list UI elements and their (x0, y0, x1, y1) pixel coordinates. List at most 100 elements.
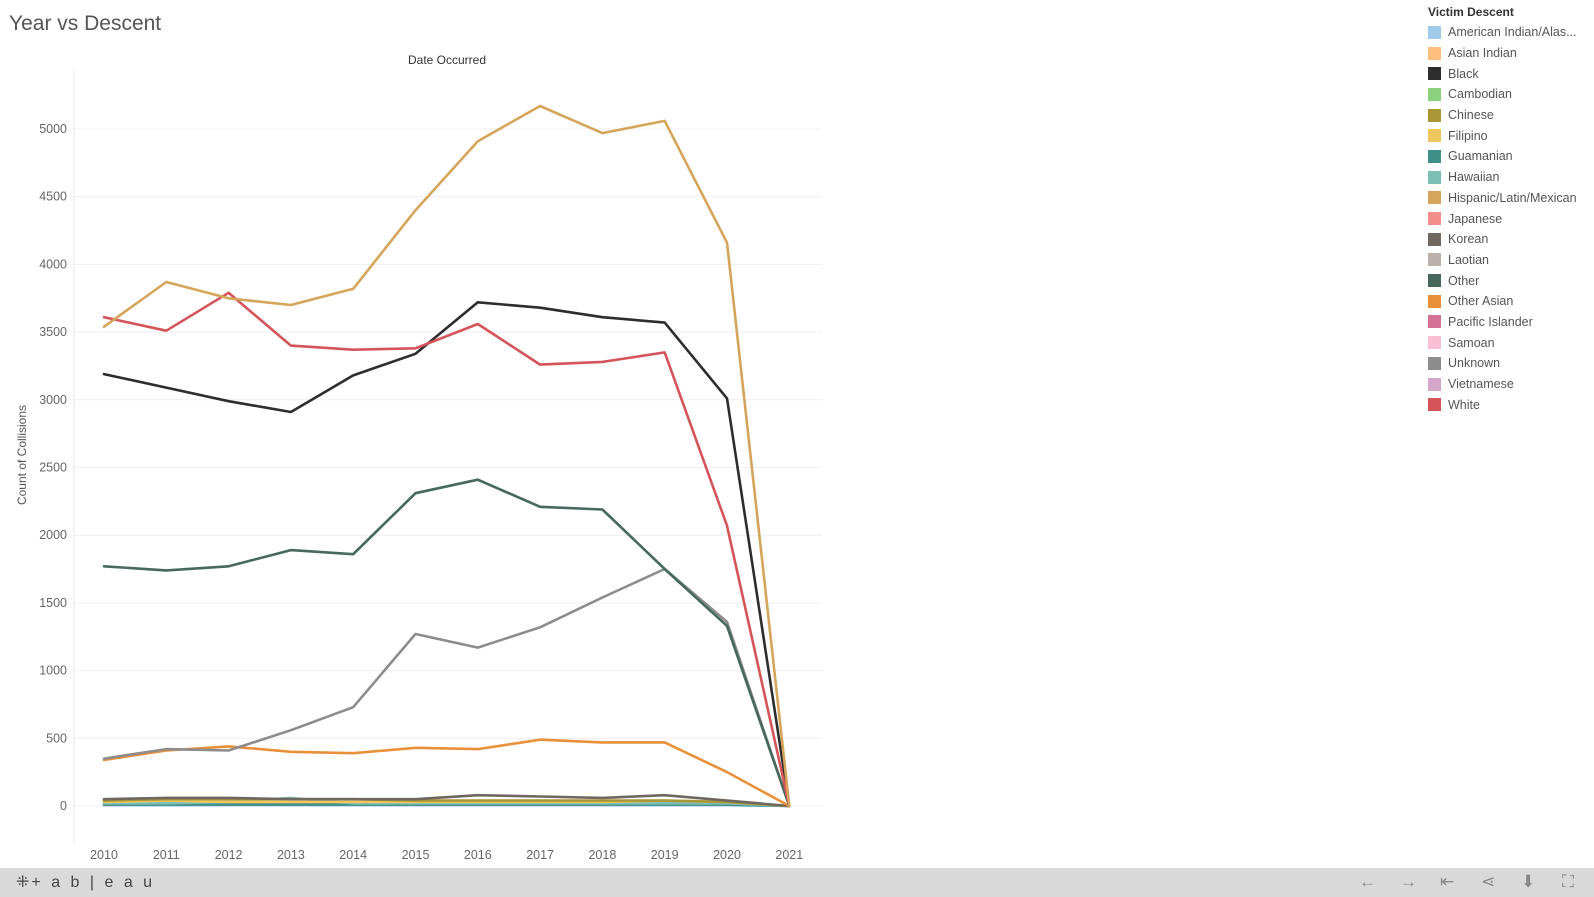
legend-item[interactable]: Black (1428, 63, 1594, 84)
series-line-unknown[interactable] (102, 567, 791, 808)
legend-item[interactable]: Laotian (1428, 250, 1594, 271)
legend-item[interactable]: White (1428, 394, 1594, 415)
y-tick-label: 0 (60, 799, 67, 813)
x-tick-label: 2016 (464, 848, 492, 862)
legend-label: Hispanic/Latin/Mexican (1448, 190, 1577, 205)
x-tick-label: 2020 (713, 848, 741, 862)
legend-swatch (1428, 25, 1441, 39)
legend-item[interactable]: Asian Indian (1428, 43, 1594, 64)
legend-label: Chinese (1448, 108, 1494, 123)
x-tick-label: 2010 (90, 848, 118, 862)
x-tick-label: 2018 (588, 848, 616, 862)
legend-item[interactable]: Other (1428, 270, 1594, 291)
legend-label: Other Asian (1448, 294, 1514, 309)
legend-title: Victim Descent (1428, 5, 1514, 19)
x-tick-label: 2015 (402, 848, 430, 862)
legend-label: Japanese (1448, 211, 1503, 226)
y-tick-label: 3000 (39, 393, 67, 407)
legend-item[interactable]: Hispanic/Latin/Mexican (1428, 188, 1594, 209)
y-axis-ticks: 0 500 1000 1500 2000 2500 3000 3500 4000 4500 5000 (39, 122, 67, 813)
line-chart: Date Occurred Count of Collisions 0 500 10… (15, 53, 822, 862)
forward-arrow-icon[interactable]: → (1400, 872, 1417, 891)
series-line-hispanic-latin-mexican[interactable] (102, 104, 791, 808)
chart-title: Year vs Descent (9, 12, 162, 35)
legend-swatch (1428, 170, 1441, 184)
x-tick-label: 2011 (153, 848, 180, 862)
legend-swatch (1428, 232, 1441, 246)
share-icon[interactable]: ⋖ (1481, 872, 1496, 891)
legend-item[interactable]: Chinese (1428, 105, 1594, 126)
legend-item[interactable]: Korean (1428, 229, 1594, 250)
legend-label: American Indian/Alas... (1448, 25, 1577, 40)
y-tick-label: 1500 (39, 596, 67, 610)
tableau-logo-icon: ⁜ (16, 874, 30, 891)
legend-swatch (1428, 253, 1441, 267)
legend-item[interactable]: Pacific Islander (1428, 312, 1594, 333)
legend-label: Unknown (1448, 356, 1501, 371)
legend-item[interactable]: Samoan (1428, 332, 1594, 353)
legend-item[interactable]: Other Asian (1428, 291, 1594, 312)
legend-label: White (1448, 397, 1480, 412)
legend-item[interactable]: Cambodian (1428, 84, 1594, 105)
legend-swatch (1428, 274, 1441, 288)
legend-swatch (1428, 67, 1441, 81)
legend-item[interactable]: Guamanian (1428, 146, 1594, 167)
series-line-other-asian[interactable] (102, 738, 791, 808)
y-axis-label: Count of Collisions (15, 405, 29, 505)
legend-swatch (1428, 377, 1441, 391)
series-line-white[interactable] (102, 291, 791, 808)
legend-swatch (1428, 398, 1441, 412)
legend-swatch (1428, 46, 1441, 60)
y-tick-label: 3500 (39, 325, 67, 339)
y-tick-label: 500 (46, 731, 67, 745)
y-tick-label: 5000 (39, 122, 67, 136)
series-line-chinese[interactable] (102, 797, 791, 808)
x-tick-label: 2012 (215, 848, 243, 862)
legend-label: Pacific Islander (1448, 314, 1533, 329)
y-tick-label: 1000 (39, 664, 67, 678)
y-tick-label: 2500 (39, 461, 67, 475)
x-axis-ticks: 2010 2011 2012 2013 2014 2015 2016 2017 2018 2019… (90, 848, 803, 862)
series-line-other[interactable] (102, 478, 791, 808)
legend-item[interactable]: Filipino (1428, 125, 1594, 146)
series-line-black[interactable] (102, 300, 791, 808)
legend-swatch (1428, 191, 1441, 205)
legend-swatch (1428, 129, 1441, 143)
series-line-korean[interactable] (102, 793, 791, 808)
y-tick-label: 4500 (39, 190, 67, 204)
legend: Victim Descent American Indian/Alas... As… (1428, 5, 1594, 415)
legend-label: Filipino (1448, 128, 1488, 143)
x-tick-label: 2014 (339, 848, 367, 862)
series-line-guamanian[interactable] (102, 803, 791, 808)
legend-item[interactable]: Unknown (1428, 353, 1594, 374)
legend-swatch (1428, 87, 1441, 101)
back-arrow-icon[interactable]: ← (1359, 872, 1376, 891)
legend-swatch (1428, 108, 1441, 122)
legend-item[interactable]: Hawaiian (1428, 167, 1594, 188)
download-icon[interactable]: ⬇ (1521, 872, 1536, 891)
legend-label: Black (1448, 66, 1479, 81)
x-tick-label: 2019 (651, 848, 679, 862)
legend-swatch (1428, 315, 1441, 329)
gridlines (74, 128, 822, 807)
legend-item[interactable]: Japanese (1428, 208, 1594, 229)
legend-swatch (1428, 212, 1441, 226)
legend-label: Samoan (1448, 335, 1495, 350)
legend-swatch (1428, 336, 1441, 350)
x-tick-label: 2013 (277, 848, 305, 862)
legend-label: Laotian (1448, 252, 1490, 267)
tableau-toolbar: ⁜ + a b | e a u ← → ⇤ ⋖ ⬇ ⛶ (0, 868, 1594, 897)
tableau-logo[interactable]: ⁜ + a b | e a u (16, 872, 155, 892)
x-tick-label: 2021 (775, 848, 803, 862)
legend-item[interactable]: Vietnamese (1428, 374, 1594, 395)
revert-icon[interactable]: ⇤ (1440, 872, 1455, 891)
legend-label: Asian Indian (1448, 46, 1517, 61)
y-tick-label: 2000 (39, 528, 67, 542)
column-header: Date Occurred (408, 53, 486, 67)
legend-label: Other (1448, 273, 1480, 288)
tableau-logo-text: + a b | e a u (31, 874, 156, 891)
legend-label: Hawaiian (1448, 170, 1500, 185)
fullscreen-icon[interactable]: ⛶ (1562, 872, 1574, 891)
legend-label: Korean (1448, 232, 1489, 247)
legend-item[interactable]: American Indian/Alas... (1428, 22, 1594, 43)
